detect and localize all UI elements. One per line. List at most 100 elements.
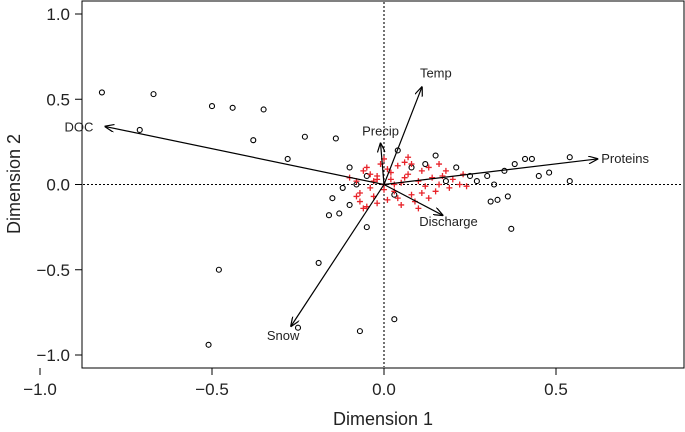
cluster-point [367,184,374,191]
cluster-point [418,167,425,174]
cluster-point [356,190,363,197]
series-cluster [346,154,470,212]
sample-point [229,104,236,111]
x-tick-label: 0.5 [544,380,568,399]
cluster-point [456,181,463,188]
x-tick-label: 0.0 [372,380,396,399]
sample-point [494,196,501,203]
cluster-point [384,196,391,203]
cluster-point [363,164,370,171]
y-tick-label: 0.0 [46,176,70,195]
cluster-point [398,201,405,208]
cluster-point [415,205,422,212]
sample-point [356,328,363,335]
vector-snow-label: Snow [267,328,300,343]
sample-point [150,91,157,98]
sample-point [98,89,105,96]
cluster-point [408,161,415,168]
x-axis: −1.5−1.0−0.50.00.51.01.5 [23,368,568,399]
cluster-point [360,167,367,174]
cluster-point [429,174,436,181]
vector-precip-arrow [381,144,384,185]
cluster-point [408,191,415,198]
sample-point [363,224,370,231]
sample-point [346,164,353,171]
sample-point [346,201,353,209]
cluster-point [405,171,412,178]
sample-point [250,137,257,144]
x-axis-title: Dimension 1 [333,409,433,429]
sample-point [363,172,370,180]
sample-point [301,133,308,140]
vector-snow-arrow [291,184,385,327]
cluster-point [394,162,401,169]
sample-point [453,164,460,171]
sample-point [566,178,573,185]
y-tick-label: −0.5 [36,261,70,280]
vector-doc-label: DOC [64,120,93,135]
cluster-point [374,176,381,183]
cluster-point [425,164,432,171]
sample-point [136,126,143,133]
cluster-point [381,186,387,193]
y-tick-label: 1.0 [46,5,70,24]
loading-vectors: Temp Precip DOC Proteins Discharge Snow [64,65,649,343]
vector-discharge-label: Discharge [419,214,478,229]
sample-point [336,210,343,217]
cluster-point [353,193,360,200]
sample-point [332,135,339,142]
sample-point [442,178,449,185]
sample-point [487,198,494,205]
vector-temp-arrow [383,87,422,185]
cluster-point [425,195,432,202]
sample-point [205,341,212,348]
x-tick-label: −1.0 [23,380,57,399]
cluster-point [370,178,377,185]
sample-point [504,193,511,200]
x-tick-label: −0.5 [195,380,229,399]
sample-point [260,106,267,113]
cluster-point [405,154,412,161]
sample-point [535,172,542,180]
sample-point [339,184,346,191]
sample-point [466,172,474,180]
y-axis-title: Dimension 2 [4,134,24,234]
sample-point [315,259,322,266]
y-tick-label: 0.5 [46,90,70,109]
sample-point [473,178,480,185]
sample-point [546,169,553,176]
sample-point [325,212,333,219]
sample-point [508,225,515,232]
cluster-point [356,198,363,205]
sample-point [391,316,398,323]
cluster-point [436,181,443,188]
cluster-point [374,200,381,207]
sample-point [566,154,573,161]
sample-point [484,172,491,180]
vector-proteins-arrow [383,159,597,186]
cluster-point [387,176,394,183]
vector-precip-label: Precip [362,124,399,139]
vector-doc-arrow [105,127,385,186]
vector-temp-label: Temp [420,65,452,80]
sample-point [329,195,336,202]
sample-point [521,155,529,162]
series-samples [98,89,573,348]
sample-point [284,155,291,162]
cluster-point [449,176,456,183]
cluster-point [418,190,425,197]
cluster-point [446,184,453,191]
cluster-point [367,171,374,178]
cluster-point [401,174,408,181]
sample-point [491,181,498,188]
cluster-point [360,205,367,212]
y-tick-label: −1.0 [36,346,70,365]
vector-proteins-label: Proteins [601,151,649,166]
cluster-point [391,181,398,188]
cluster-point [463,183,470,190]
vector-discharge-arrow [383,183,442,216]
cluster-point [422,183,429,190]
y-axis: 1.0 0.5 0.0 −0.5 −1.0 [36,5,82,365]
sample-point [511,160,518,168]
